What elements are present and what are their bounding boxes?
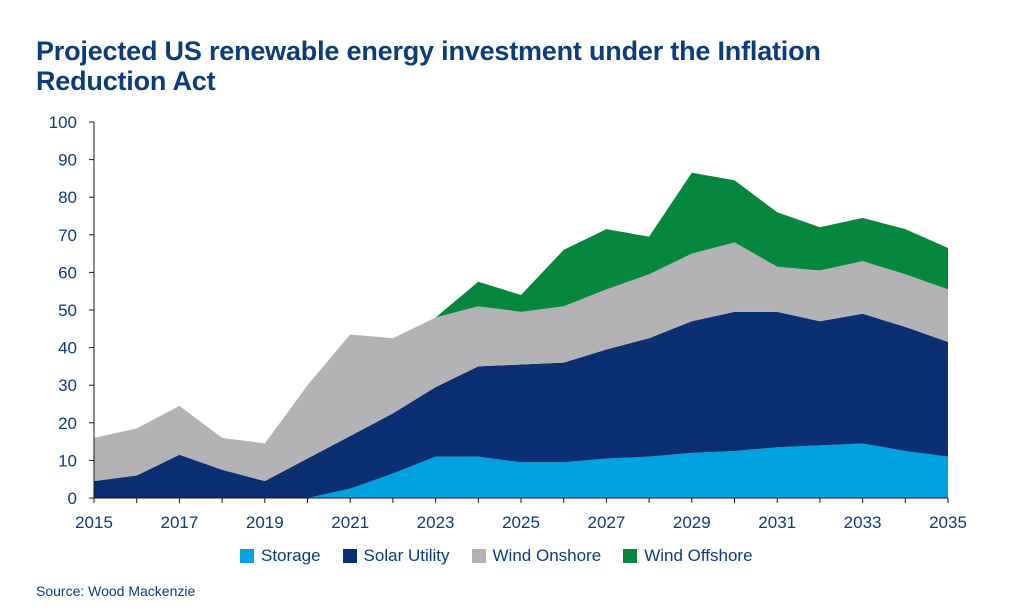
y-tick-label: 20: [58, 414, 77, 433]
source-note: Source: Wood Mackenzie: [36, 583, 196, 599]
legend-label-wind-offshore: Wind Offshore: [644, 546, 753, 565]
area-storage: [94, 443, 948, 498]
legend-swatch-solar-utility: [342, 549, 357, 563]
legend-item-solar-utility: Solar Utility: [342, 546, 450, 566]
x-tick-label: 2031: [758, 513, 796, 532]
x-tick-label: 2023: [417, 513, 455, 532]
legend-swatch-storage: [240, 549, 254, 563]
y-tick-label: 100: [49, 113, 77, 132]
y-axis-ticks: 0 10 20 30 40 50 60 70 80 90 100: [49, 113, 94, 508]
x-tick-label: 2019: [246, 513, 284, 532]
series-areas: [94, 172, 948, 498]
y-tick-label: 70: [58, 226, 77, 245]
legend-item-wind-offshore: Wind Offshore: [623, 546, 753, 566]
legend-swatch-wind-offshore: [623, 549, 638, 563]
y-tick-label: 0: [68, 489, 77, 508]
x-tick-label: 2017: [160, 513, 198, 532]
y-tick-label: 10: [58, 451, 77, 470]
legend-label-solar-utility: Solar Utility: [363, 546, 450, 565]
legend-swatch-wind-onshore: [471, 549, 486, 563]
x-tick-label: 2027: [587, 513, 625, 532]
area-solar-utility: [94, 311, 948, 498]
y-tick-label: 80: [58, 188, 77, 207]
x-tick-label: 2021: [331, 513, 369, 532]
y-tick-label: 50: [58, 301, 77, 320]
legend-label-storage: Storage: [261, 546, 321, 565]
legend-item-wind-onshore: Wind Onshore: [471, 546, 602, 566]
x-tick-label: 2025: [502, 513, 540, 532]
chart-title: Projected US renewable energy investment…: [36, 36, 821, 96]
y-tick-label: 30: [58, 376, 77, 395]
legend-label-wind-onshore: Wind Onshore: [492, 546, 602, 565]
x-tick-label: 2029: [673, 513, 711, 532]
area-wind-offshore: [94, 172, 948, 444]
x-axis-ticks: 2015 2017 2019 2021 2023 2025 2027 2029 2031 2033…: [75, 498, 967, 532]
legend-item-storage: Storage: [240, 546, 321, 566]
x-tick-label: 2015: [75, 513, 113, 532]
legend: Storage Solar Utility Wind Onshore Wind …: [240, 546, 753, 566]
x-tick-label: 2035: [929, 513, 967, 532]
x-tick-label: 2033: [844, 513, 882, 532]
y-tick-label: 90: [58, 151, 77, 170]
y-tick-label: 40: [58, 339, 77, 358]
area-wind-onshore: [94, 242, 948, 482]
y-tick-label: 60: [58, 263, 77, 282]
